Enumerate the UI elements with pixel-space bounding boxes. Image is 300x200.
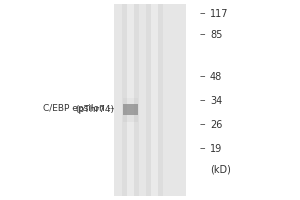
Bar	[151, 4, 158, 196]
Text: --: --	[200, 9, 206, 19]
Text: 19: 19	[210, 144, 222, 154]
Bar	[127, 4, 134, 196]
Text: 34: 34	[210, 96, 222, 106]
Bar	[146, 4, 163, 196]
Text: 85: 85	[210, 30, 222, 40]
Text: C/EBP epsilon --: C/EBP epsilon --	[43, 104, 114, 113]
Text: --: --	[200, 97, 206, 106]
Bar	[123, 104, 138, 115]
Bar	[122, 4, 139, 196]
Bar	[123, 115, 138, 122]
Text: --: --	[200, 144, 206, 154]
Text: (pThr74): (pThr74)	[75, 106, 114, 114]
Text: --: --	[200, 72, 206, 82]
Text: 117: 117	[210, 9, 229, 19]
Text: 26: 26	[210, 120, 222, 130]
Bar	[123, 98, 138, 104]
Text: --: --	[200, 30, 206, 40]
Text: (kD): (kD)	[210, 164, 231, 174]
Text: --: --	[200, 120, 206, 130]
Bar	[114, 4, 186, 196]
Text: 48: 48	[210, 72, 222, 82]
